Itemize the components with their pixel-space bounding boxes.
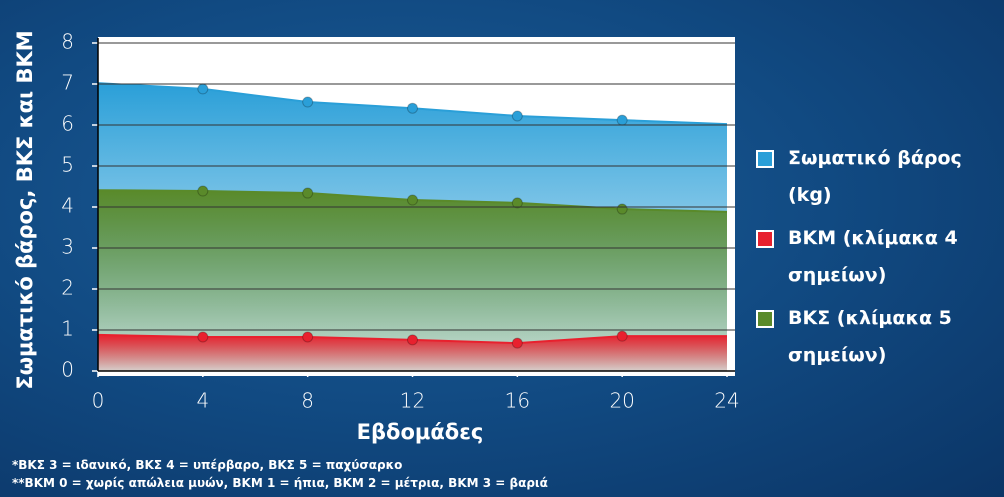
legend-swatch [756, 230, 774, 248]
legend-label: ΒΚΣ (κλίμακα 5 σημείων) [788, 307, 952, 366]
y-tick-label: 6 [61, 112, 74, 136]
y-tick-label: 3 [61, 235, 74, 259]
y-tick-label: 2 [61, 276, 74, 300]
y-tick-label: 1 [61, 317, 74, 341]
area [98, 190, 727, 371]
legend-swatch [756, 310, 774, 328]
y-tick-label: 0 [61, 358, 74, 382]
legend-label: Σωματικό βάρος (kg) [788, 147, 962, 206]
marker [511, 197, 523, 209]
x-tick-label: 12 [400, 389, 425, 413]
marker [197, 83, 209, 95]
marker [407, 334, 418, 346]
marker [302, 331, 314, 343]
legend-swatch [756, 150, 774, 168]
y-tick-label: 5 [61, 153, 74, 177]
legend-label: ΒΚΜ (κλίμακα 4 σημείων) [788, 227, 958, 286]
legend: Σωματικό βάρος (kg) ΒΚΜ (κλίμακα 4 σημείω… [756, 140, 996, 380]
marker [616, 114, 628, 126]
x-tick-label: 4 [196, 389, 209, 413]
x-tick-label: 16 [505, 389, 530, 413]
marker [616, 203, 628, 215]
y-tick-label: 8 [61, 30, 74, 54]
marker [197, 331, 209, 343]
marker [197, 185, 209, 197]
legend-item: ΒΚΜ (κλίμακα 4 σημείων) [756, 220, 996, 294]
footnotes: *ΒΚΣ 3 = ιδανικό, ΒΚΣ 4 = υπέρβαρο, ΒΚΣ … [12, 456, 548, 492]
marker [511, 110, 523, 122]
x-tick-label: 8 [301, 389, 314, 413]
marker [407, 194, 418, 206]
marker [302, 187, 314, 199]
chart: Σωματικό βάρος, ΒΚΣ και ΒΚΜ Εβδομάδες 0 1… [13, 30, 739, 444]
footnote: **ΒΚΜ 0 = χωρίς απώλεια μυών, ΒΚΜ 1 = ήπ… [12, 476, 548, 490]
footnote: *ΒΚΣ 3 = ιδανικό, ΒΚΣ 4 = υπέρβαρο, ΒΚΣ … [12, 458, 403, 472]
x-tick-label: 20 [609, 389, 634, 413]
marker [511, 337, 523, 349]
x-tick-label: 0 [92, 389, 105, 413]
marker [407, 102, 418, 114]
x-axis-label: Εβδομάδες [357, 420, 484, 444]
x-tick-label: 24 [714, 389, 739, 413]
area [98, 334, 727, 371]
legend-item: Σωματικό βάρος (kg) [756, 140, 996, 214]
marker [616, 330, 628, 342]
y-axis-label: Σωματικό βάρος, ΒΚΣ και ΒΚΜ [13, 30, 37, 389]
y-tick-label: 7 [61, 71, 74, 95]
legend-item: ΒΚΣ (κλίμακα 5 σημείων) [756, 300, 996, 374]
marker [302, 96, 314, 108]
y-tick-label: 4 [61, 194, 74, 218]
